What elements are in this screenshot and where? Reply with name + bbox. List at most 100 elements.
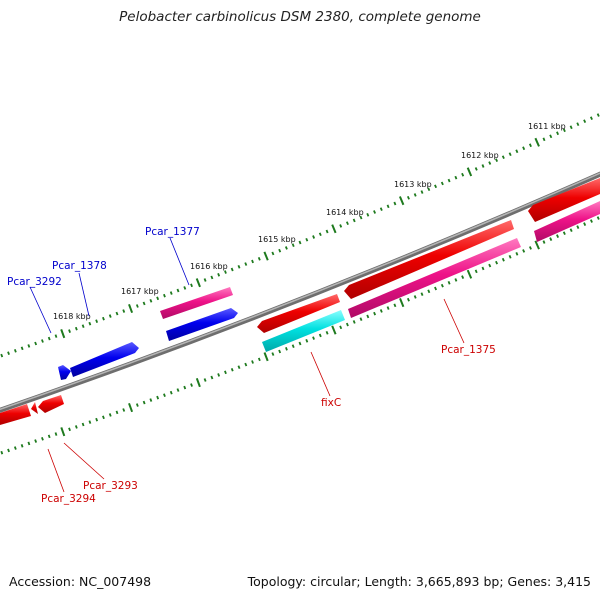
ruler-tick <box>386 204 390 209</box>
ruler-tick <box>149 298 153 303</box>
ruler-tick <box>217 373 221 377</box>
ruler-tick <box>60 329 66 339</box>
ruler-tick <box>345 221 349 226</box>
ruler-tick <box>596 113 600 117</box>
gene-label-pcar-1378[interactable]: Pcar_1378 <box>52 260 107 272</box>
ruler-tick <box>556 234 560 238</box>
ruler-tick <box>440 283 444 288</box>
ruler-tick <box>501 257 505 262</box>
ruler-tick <box>298 240 302 245</box>
gene-label-fixc[interactable]: fixC <box>321 397 341 409</box>
ruler-tick <box>203 278 207 282</box>
gene-label-pcar-3294[interactable]: Pcar_3294 <box>41 493 96 505</box>
gene-pcar-3294-arrow[interactable] <box>0 404 31 425</box>
map-title: Pelobacter carbinolicus DSM 2380, comple… <box>119 9 481 25</box>
ruler-tick <box>88 420 92 424</box>
gene-label-pcar-3293[interactable]: Pcar_3293 <box>83 480 138 492</box>
ruler-tick <box>420 292 424 296</box>
gene-pcar-1376-arrow[interactable] <box>166 308 238 341</box>
ruler-tick <box>203 378 207 382</box>
ruler-tick <box>68 427 71 432</box>
ruler-tick <box>305 237 309 242</box>
ruler-tick <box>115 410 119 415</box>
gene-label-pcar-3292[interactable]: Pcar_3292 <box>7 276 62 288</box>
ruler-label-1617: 1617 kbp <box>121 287 159 296</box>
outer-tick-ruler <box>0 113 600 358</box>
ruler-tick <box>34 341 38 346</box>
ruler-tick <box>461 275 465 279</box>
gene-pcar-1375a-arrow[interactable] <box>344 220 514 299</box>
ruler-label-1618: 1618 kbp <box>53 312 91 321</box>
gene-fixc-arrow[interactable] <box>262 310 345 352</box>
ruler-tick <box>583 119 587 123</box>
ruler-label-1614: 1614 kbp <box>326 208 364 217</box>
ruler-tick <box>481 266 485 271</box>
gene-label-pcar-1377[interactable]: Pcar_1377 <box>145 226 200 238</box>
ruler-tick <box>352 320 356 324</box>
ruler-tick <box>339 224 343 228</box>
ruler-tick <box>251 360 254 364</box>
ruler-tick <box>284 246 288 250</box>
ruler-tick <box>522 146 526 151</box>
ruler-tick <box>183 286 187 290</box>
ruler-tick <box>142 301 146 306</box>
ruler-tick <box>481 164 485 168</box>
ruler-tick <box>454 175 458 180</box>
ruler-tick <box>515 149 519 154</box>
ruler-tick <box>576 122 580 127</box>
ruler-tick <box>501 155 505 159</box>
gene-pcar-1378-arrow[interactable] <box>70 342 139 377</box>
ruler-tick <box>54 334 58 338</box>
ruler-tick <box>434 184 438 189</box>
ruler-tick <box>528 246 532 250</box>
ruler-tick <box>366 212 370 217</box>
ruler-tick <box>528 143 532 148</box>
ruler-tick <box>7 448 10 453</box>
ruler-tick <box>583 222 587 226</box>
ruler-tick <box>237 365 241 370</box>
ruler-tick <box>169 390 173 395</box>
gene-fixc-neighbor-arrow[interactable] <box>257 294 340 333</box>
ruler-tick <box>176 288 180 293</box>
ruler-tick <box>413 193 417 197</box>
ruler-tick <box>406 195 410 200</box>
ruler-tick <box>569 228 573 232</box>
ruler-tick <box>257 256 261 261</box>
ruler-tick <box>244 262 248 266</box>
ruler-tick <box>13 446 17 450</box>
accession-text: Accession: NC_007498 <box>9 574 152 589</box>
ruler-tick <box>149 398 153 402</box>
gene-label-pcar-1375[interactable]: Pcar_1375 <box>441 344 496 356</box>
ruler-tick <box>163 393 166 398</box>
ruler-tick <box>102 415 105 420</box>
ruler-tick <box>373 311 377 316</box>
ruler-tick <box>163 293 166 298</box>
gene-pcar-1374-arrow[interactable] <box>528 178 600 222</box>
gene-pcar-3293-arrow[interactable] <box>38 395 64 413</box>
gene-pcar-3292-arrow[interactable] <box>58 365 71 380</box>
gene-pcar-3293b-arrow[interactable] <box>31 402 38 414</box>
ruler-tick <box>102 316 105 321</box>
ruler-tick <box>156 296 160 301</box>
ruler-tick <box>508 254 512 259</box>
ruler-label-1613: 1613 kbp <box>394 180 432 189</box>
ruler-label-1612: 1612 kbp <box>461 151 499 160</box>
ruler-tick <box>271 352 275 356</box>
ruler-tick <box>195 278 201 288</box>
ruler-tick <box>237 264 241 269</box>
ruler-tick <box>427 289 431 294</box>
ruler-tick <box>88 321 92 326</box>
gene-pcar-1375-arrow[interactable] <box>348 238 521 318</box>
ruler-tick <box>0 353 4 358</box>
ruler-tick <box>74 326 78 331</box>
ruler-tick <box>366 314 370 319</box>
ruler-tick <box>41 436 44 441</box>
ruler-tick <box>263 251 269 261</box>
ruler-tick <box>379 207 383 211</box>
gene-pcar-1377-arrow[interactable] <box>160 287 233 319</box>
gene-pcar-1373-arrow[interactable] <box>534 201 600 242</box>
ruler-tick <box>359 215 363 220</box>
ruler-tick <box>68 329 71 334</box>
inner-tick-ruler <box>0 216 600 455</box>
ruler-tick <box>190 383 193 387</box>
